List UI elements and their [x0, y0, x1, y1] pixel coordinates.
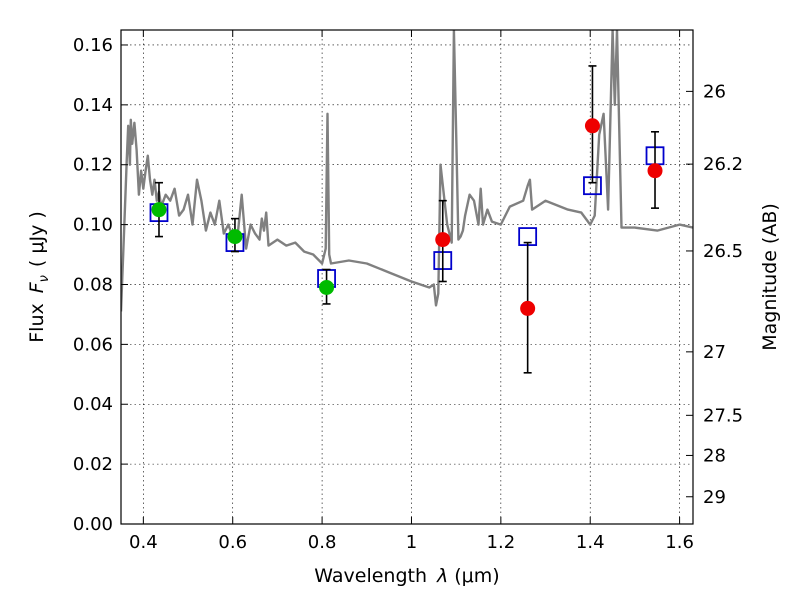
y-axis-label: FluxFν( μJy ) [26, 211, 52, 343]
y2-tick-label: 26.5 [703, 241, 743, 262]
y2-tick-label: 26 [703, 81, 726, 102]
observed-flux-point [647, 163, 663, 179]
y2-tick-label: 29 [703, 487, 726, 508]
y2-tick-label: 26.2 [703, 154, 743, 175]
y-tick-label: 0.04 [73, 394, 113, 415]
y-tick-label: 0.06 [73, 334, 113, 355]
y-tick-label: 0.10 [73, 215, 113, 236]
plot-frame [120, 29, 694, 525]
y-tick-label: 0.14 [73, 95, 113, 116]
x-tick-label: 1.6 [665, 532, 694, 553]
y-tick-label: 0.02 [73, 454, 113, 475]
observed-flux-point [151, 202, 167, 218]
x-tick-label: 0.8 [308, 532, 337, 553]
x-tick-label: 0.6 [218, 532, 247, 553]
y2-tick-label: 27.5 [703, 405, 743, 426]
observed-flux-point [435, 232, 451, 248]
y2-tick-label: 28 [703, 445, 726, 466]
y-tick-label: 0.12 [73, 155, 113, 176]
x-tick-label: 1.4 [576, 532, 605, 553]
model-spectrum-line [121, 30, 693, 312]
observed-flux-point [227, 229, 243, 245]
y2-tick-label: 27 [703, 342, 726, 363]
x-axis-label: Wavelength λ (μm) [314, 565, 499, 587]
observed-flux-point [584, 118, 600, 134]
plot-background [121, 30, 693, 524]
x-tick-label: 0.4 [129, 532, 158, 553]
data-layer [121, 30, 693, 374]
y-tick-label: 0.16 [73, 35, 113, 56]
x-tick-label: 1 [406, 532, 417, 553]
y-tick-label: 0.08 [73, 274, 113, 295]
x-tick-label: 1.2 [487, 532, 516, 553]
y2-axis-label: Magnitude (AB) [759, 203, 781, 351]
observed-flux-point [520, 300, 536, 316]
observed-flux-point [319, 279, 335, 295]
y-tick-label: 0.00 [73, 514, 113, 535]
tick-layer: 0.4 0.6 0.8 1 1.2 1.4 1.6 0.00 0.02 0.04 0.06 0.08 0… [73, 30, 743, 553]
